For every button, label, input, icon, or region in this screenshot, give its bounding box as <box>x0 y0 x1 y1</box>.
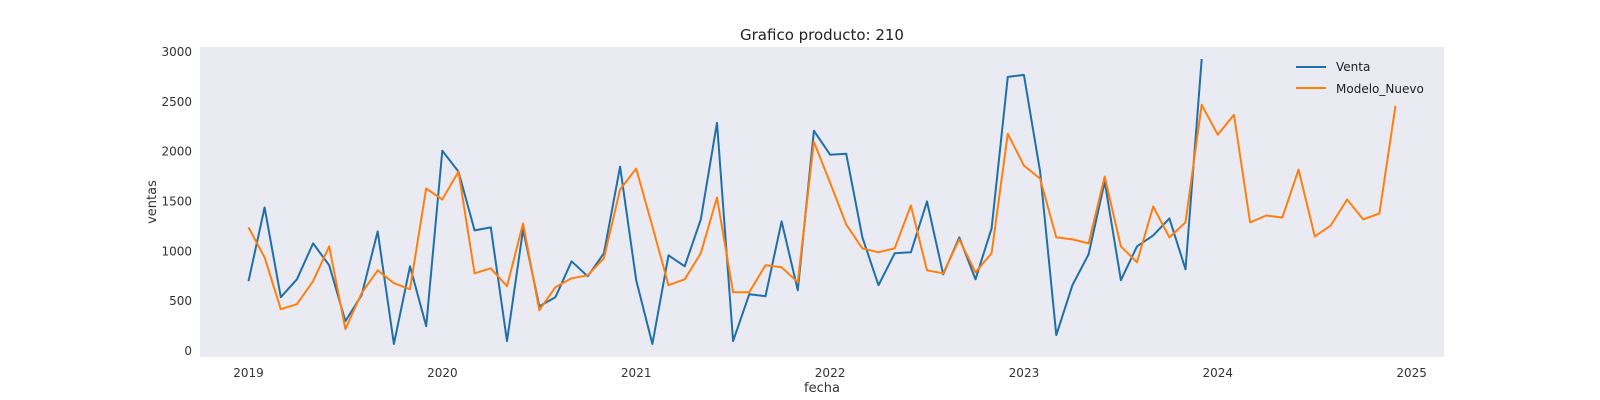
plot-background <box>200 47 1444 357</box>
y-tick-label: 500 <box>169 294 192 308</box>
y-tick-label: 1500 <box>161 195 192 209</box>
x-tick-label: 2019 <box>233 366 264 380</box>
y-tick-label: 2500 <box>161 95 192 109</box>
x-tick-label: 2025 <box>1396 366 1427 380</box>
x-tick-label: 2023 <box>1009 366 1040 380</box>
x-tick-label: 2024 <box>1203 366 1234 380</box>
x-tick-label: 2021 <box>621 366 652 380</box>
y-tick-label: 2000 <box>161 145 192 159</box>
x-tick-label: 2022 <box>815 366 846 380</box>
x-tick-labels: 2019 2020 2021 2022 2023 2024 2025 <box>233 366 1427 380</box>
x-axis-label: fecha <box>804 381 840 396</box>
x-tick-label: 2020 <box>427 366 458 380</box>
chart-title: Grafico producto: 210 <box>740 26 904 44</box>
y-tick-label: 1000 <box>161 244 192 258</box>
y-tick-label: 0 <box>184 344 192 358</box>
y-axis-label: ventas <box>145 180 160 224</box>
series-line-modelo-nuevo <box>247 103 1397 331</box>
y-tick-label: 3000 <box>161 45 192 59</box>
legend-label-modelo-nuevo: Modelo_Nuevo <box>1336 82 1424 96</box>
series-layer <box>247 58 1397 345</box>
legend: Venta Modelo_Nuevo <box>1296 60 1424 96</box>
legend-label-venta: Venta <box>1336 60 1370 74</box>
series-line-venta <box>247 58 1203 345</box>
y-tick-labels: 0 500 1000 1500 2000 2500 3000 <box>161 45 192 358</box>
